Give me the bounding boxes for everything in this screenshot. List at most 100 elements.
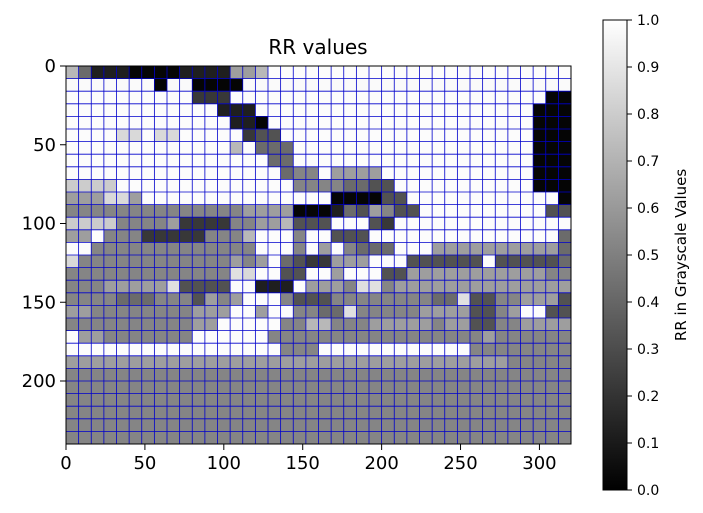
heatmap-cell — [230, 78, 244, 92]
heatmap-cell — [520, 406, 534, 420]
heatmap-cell — [305, 418, 319, 432]
heatmap-cell — [280, 78, 294, 92]
heatmap-cell — [116, 141, 130, 155]
heatmap-cell — [192, 330, 206, 344]
heatmap-cell — [495, 343, 509, 357]
heatmap-cell — [129, 229, 143, 243]
heatmap-cell — [217, 355, 231, 369]
heatmap-cell — [230, 217, 244, 231]
colorbar: 0.0 0.1 0.2 0.3 0.4 0.5 0.6 0.7 0.8 0.9 1.0 RR in … — [602, 13, 690, 499]
heatmap-cell — [545, 393, 559, 407]
heatmap-cell — [343, 255, 357, 268]
heatmap-cell — [558, 255, 572, 268]
heatmap-cell — [545, 204, 559, 218]
heatmap-cell — [545, 217, 559, 231]
heatmap-cell — [444, 141, 458, 155]
heatmap-cell — [533, 267, 547, 281]
heatmap-cell — [470, 242, 483, 256]
heatmap-cell — [394, 318, 408, 331]
heatmap-cell — [255, 204, 269, 218]
heatmap-cell — [444, 103, 458, 117]
heatmap-cell — [255, 242, 269, 256]
heatmap-cell — [432, 305, 446, 319]
heatmap-cell — [495, 393, 509, 407]
heatmap-cell — [280, 418, 294, 432]
heatmap-cell — [179, 406, 193, 420]
heatmap-cell — [457, 242, 471, 256]
heatmap-cell — [179, 154, 193, 168]
heatmap-cell — [78, 179, 92, 193]
heatmap-cell — [331, 267, 345, 281]
heatmap-cell — [545, 116, 559, 130]
colorbar-ticks: 0.0 0.1 0.2 0.3 0.4 0.5 0.6 0.7 0.8 0.9 1.0 — [627, 13, 659, 499]
heatmap-cell — [406, 292, 420, 306]
heatmap-cell — [495, 192, 509, 205]
heatmap-cell — [406, 330, 420, 344]
heatmap-cell — [192, 343, 206, 357]
heatmap-cell — [116, 129, 130, 142]
heatmap-cell — [116, 66, 130, 79]
heatmap-cell — [204, 406, 218, 420]
heatmap-cell — [558, 103, 572, 117]
heatmap-cell — [230, 267, 244, 281]
heatmap-cell — [381, 343, 395, 357]
heatmap-cell — [116, 154, 130, 168]
heatmap-cell — [255, 343, 269, 357]
heatmap-cell — [179, 229, 193, 243]
heatmap-cell — [419, 318, 433, 331]
heatmap-cell — [533, 292, 547, 306]
heatmap-cell — [91, 368, 105, 382]
heatmap-cell — [369, 141, 382, 155]
heatmap-cell — [103, 129, 117, 142]
heatmap-cell — [444, 204, 458, 218]
heatmap-cell — [141, 229, 155, 243]
heatmap-cell — [217, 179, 231, 193]
heatmap-cell — [318, 431, 332, 445]
heatmap-cell — [545, 129, 559, 142]
heatmap-cell — [293, 204, 307, 218]
heatmap-cell — [167, 91, 180, 105]
heatmap-cell — [91, 292, 105, 306]
heatmap-cell — [318, 255, 332, 268]
heatmap-cell — [217, 305, 231, 319]
heatmap-cell — [419, 292, 433, 306]
heatmap-cell — [305, 330, 319, 344]
heatmap-cell — [369, 116, 382, 130]
heatmap-cell — [280, 431, 294, 445]
heatmap-cell — [280, 229, 294, 243]
heatmap-cell — [533, 305, 547, 319]
heatmap-cell — [154, 78, 168, 92]
heatmap-cell — [230, 381, 244, 394]
heatmap-cell — [520, 242, 534, 256]
heatmap-cell — [533, 355, 547, 369]
heatmap-cell — [444, 242, 458, 256]
heatmap-cell — [204, 91, 218, 105]
heatmap-cell — [179, 66, 193, 79]
heatmap-cell — [406, 255, 420, 268]
heatmap-cell — [406, 431, 420, 445]
heatmap-cell — [394, 267, 408, 281]
heatmap-cell — [470, 229, 483, 243]
heatmap-cell — [242, 66, 256, 79]
heatmap-cell — [356, 116, 370, 130]
heatmap-cell — [280, 91, 294, 105]
heatmap-cell — [545, 343, 559, 357]
heatmap-cell — [343, 192, 357, 205]
heatmap-cell — [533, 280, 547, 294]
heatmap-cell — [293, 179, 307, 193]
colorbar-tick-label: 0.2 — [637, 389, 659, 405]
heatmap-cell — [204, 154, 218, 168]
heatmap-cell — [533, 343, 547, 357]
heatmap-cell — [305, 431, 319, 445]
heatmap-cell — [91, 78, 105, 92]
heatmap-cell — [545, 292, 559, 306]
heatmap-cell — [381, 179, 395, 193]
heatmap-cell — [343, 418, 357, 432]
heatmap-cell — [154, 116, 168, 130]
heatmap-cell — [507, 368, 521, 382]
heatmap-cell — [66, 242, 79, 256]
colorbar-tick-label: 0.0 — [637, 483, 659, 499]
heatmap-cell — [419, 229, 433, 243]
heatmap-cell — [356, 242, 370, 256]
